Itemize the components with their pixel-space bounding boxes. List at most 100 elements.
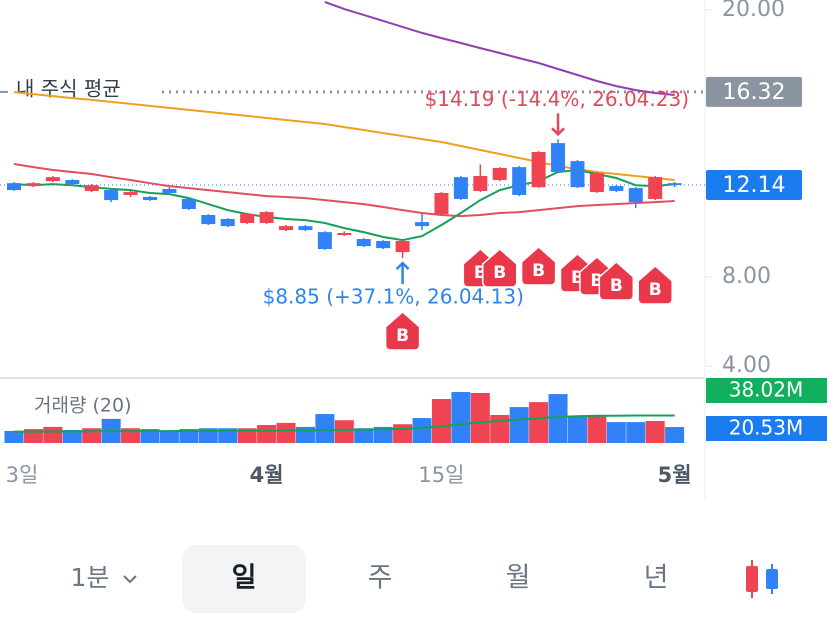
candle-body bbox=[26, 183, 41, 187]
buy-marker-label: B bbox=[396, 326, 409, 346]
volume-bar bbox=[412, 418, 432, 443]
y-tick-label: 4.00 bbox=[722, 353, 771, 378]
icon-body bbox=[746, 566, 758, 592]
buy-marker-label: B bbox=[649, 280, 662, 300]
annotation-arrow bbox=[395, 261, 410, 285]
volume-bar bbox=[237, 428, 257, 443]
candle-body bbox=[628, 188, 643, 203]
candle-body bbox=[65, 180, 80, 185]
candle-body bbox=[337, 233, 352, 236]
volume-bar bbox=[470, 393, 490, 443]
volume-bar bbox=[606, 422, 626, 443]
candle-body bbox=[589, 173, 604, 193]
x-tick-label: 5월 bbox=[658, 463, 692, 487]
volume-badge-label: 38.02M bbox=[729, 378, 804, 402]
x-tick-label: 4월 bbox=[250, 463, 284, 487]
volume-bar bbox=[4, 430, 24, 443]
candle-body bbox=[434, 192, 449, 215]
candle-body bbox=[356, 239, 371, 247]
candle-body bbox=[648, 177, 663, 199]
volume-bar bbox=[509, 407, 529, 443]
price-badge-label: 16.32 bbox=[723, 80, 786, 105]
candle-body bbox=[162, 188, 177, 193]
volume-bar bbox=[140, 429, 160, 443]
volume-bar bbox=[198, 428, 218, 443]
price-badge bbox=[706, 169, 802, 200]
average-label: 내 주식 평균 bbox=[16, 76, 121, 100]
annotation-arrow bbox=[551, 113, 565, 137]
volume-title: 거래량 (20) bbox=[34, 395, 131, 417]
buy-marker bbox=[637, 264, 673, 305]
candle-body bbox=[415, 222, 430, 227]
volume-bar bbox=[645, 421, 665, 443]
candle-body bbox=[45, 177, 60, 182]
interval-label[interactable]: 1분 bbox=[71, 563, 110, 592]
period-tab[interactable]: 주 bbox=[368, 563, 393, 594]
candle-body bbox=[551, 143, 566, 173]
volume-bar bbox=[334, 420, 354, 443]
buy-marker-label: B bbox=[493, 263, 506, 283]
candle-body bbox=[201, 214, 216, 225]
annotation-text: $8.85 (+37.1%, 26.04.13) bbox=[263, 285, 524, 309]
candle-body bbox=[7, 183, 21, 191]
buy-marker bbox=[482, 247, 518, 288]
volume-bar bbox=[373, 426, 393, 443]
candle-body bbox=[667, 183, 682, 185]
candle-body bbox=[453, 177, 468, 199]
candle-body bbox=[395, 241, 410, 253]
volume-bar bbox=[529, 402, 549, 443]
buy-marker bbox=[598, 260, 635, 301]
volume-bar bbox=[567, 416, 587, 443]
period-tab[interactable]: 월 bbox=[506, 563, 531, 594]
moving-average bbox=[324, 1, 675, 96]
volume-bar bbox=[179, 429, 199, 443]
volume-bar bbox=[43, 426, 63, 443]
candle-body bbox=[492, 168, 507, 181]
volume-bar bbox=[315, 414, 335, 443]
chevron bbox=[123, 575, 137, 584]
candle-body bbox=[512, 167, 527, 195]
candle-body bbox=[376, 241, 391, 249]
volume-bar bbox=[257, 425, 277, 443]
icon-body bbox=[766, 569, 778, 589]
volume-bar bbox=[490, 414, 510, 443]
candle-body bbox=[317, 232, 332, 250]
volume-bar bbox=[159, 430, 179, 443]
moving-average bbox=[13, 163, 675, 218]
buy-marker bbox=[520, 245, 557, 286]
period-tab[interactable]: 일 bbox=[232, 563, 257, 594]
annotation-text: $14.19 (-14.4%, 26.04.23) bbox=[425, 87, 689, 111]
volume-badge bbox=[706, 416, 827, 441]
y-tick-label: 8.00 bbox=[722, 264, 771, 289]
volume-bar bbox=[431, 399, 451, 443]
chart-type-icon[interactable] bbox=[746, 560, 778, 598]
candle-body bbox=[298, 226, 313, 231]
candle-body bbox=[240, 214, 255, 223]
candle-body bbox=[279, 226, 294, 231]
buy-marker bbox=[384, 310, 421, 351]
volume-bar bbox=[548, 394, 568, 443]
y-tick-label: 20.00 bbox=[722, 0, 785, 22]
candle-body bbox=[104, 190, 119, 201]
candle-body bbox=[259, 212, 274, 223]
volume-bar bbox=[451, 392, 471, 443]
x-tick-label: 15일 bbox=[418, 463, 464, 487]
buy-marker-label: B bbox=[610, 276, 623, 296]
candle-body bbox=[143, 196, 158, 201]
price-badge bbox=[706, 76, 802, 107]
volume-bar bbox=[354, 428, 374, 443]
volume-bar bbox=[218, 428, 238, 443]
volume-ma bbox=[14, 414, 675, 433]
interval-button[interactable]: 1분 bbox=[71, 563, 137, 592]
candle-body bbox=[531, 152, 546, 188]
volume-bar bbox=[587, 416, 607, 443]
x-tick-label: 3일 bbox=[6, 463, 39, 487]
period-tab[interactable]: 년 bbox=[644, 563, 669, 594]
volume-bar bbox=[276, 422, 296, 443]
volume-bar bbox=[626, 422, 646, 443]
buy-marker-label: B bbox=[532, 261, 545, 281]
candle-body bbox=[570, 161, 585, 188]
volume-bar bbox=[393, 424, 413, 443]
